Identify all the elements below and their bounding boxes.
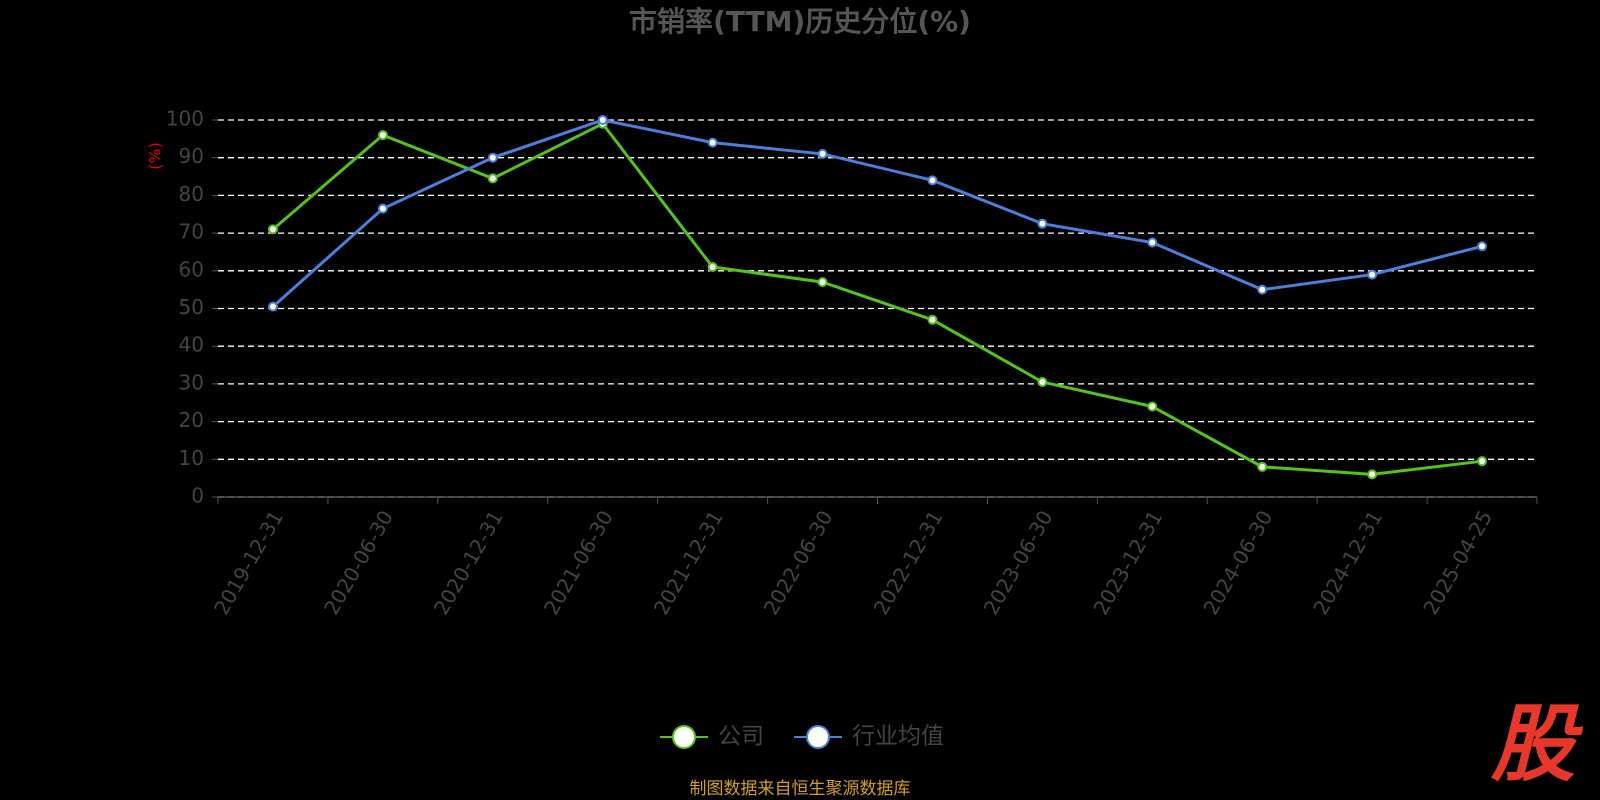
y-tick-label: 30 [179, 370, 204, 394]
data-point [1037, 218, 1048, 229]
y-tick-label: 50 [179, 295, 204, 319]
logo: 股 [1490, 695, 1584, 793]
data-point [927, 314, 938, 325]
data-point [377, 130, 388, 141]
y-tick-label: 80 [179, 182, 204, 206]
data-point [1147, 401, 1158, 412]
y-tick-label: 100 [166, 107, 204, 131]
data-point [487, 173, 498, 184]
data-point [1257, 284, 1268, 295]
y-tick-label: 90 [179, 144, 204, 168]
data-point [1367, 269, 1378, 280]
data-point [1477, 241, 1488, 252]
data-point [267, 301, 278, 312]
data-point [267, 224, 278, 235]
data-point [597, 115, 608, 125]
legend-label: 行业均值 [852, 724, 944, 750]
legend-marker [806, 725, 830, 749]
data-point [1367, 469, 1378, 480]
legend-marker [672, 725, 696, 749]
data-point [707, 262, 718, 273]
data-point [1037, 377, 1048, 388]
data-point [1477, 456, 1488, 467]
data-point [817, 148, 828, 159]
data-point [377, 203, 388, 214]
y-tick-label: 0 [191, 484, 204, 508]
data-point [1147, 237, 1158, 248]
source-note: 制图数据来自恒生聚源数据库 [690, 779, 911, 799]
data-point [927, 175, 938, 186]
series-line [271, 121, 1483, 476]
y-tick-label: 60 [179, 257, 204, 281]
y-tick-label: 40 [179, 333, 204, 357]
legend-label: 公司 [718, 724, 764, 750]
chart-title: 市销率(TTM)历史分位(%) [629, 5, 971, 38]
y-axis-label: (%) [146, 142, 165, 170]
y-tick-label: 10 [179, 446, 204, 470]
y-tick-label: 20 [179, 408, 204, 432]
data-point [817, 277, 828, 288]
series-line [271, 118, 1483, 308]
data-point [487, 152, 498, 163]
data-point [707, 137, 718, 148]
y-tick-label: 70 [179, 220, 204, 244]
data-point [1257, 461, 1268, 472]
